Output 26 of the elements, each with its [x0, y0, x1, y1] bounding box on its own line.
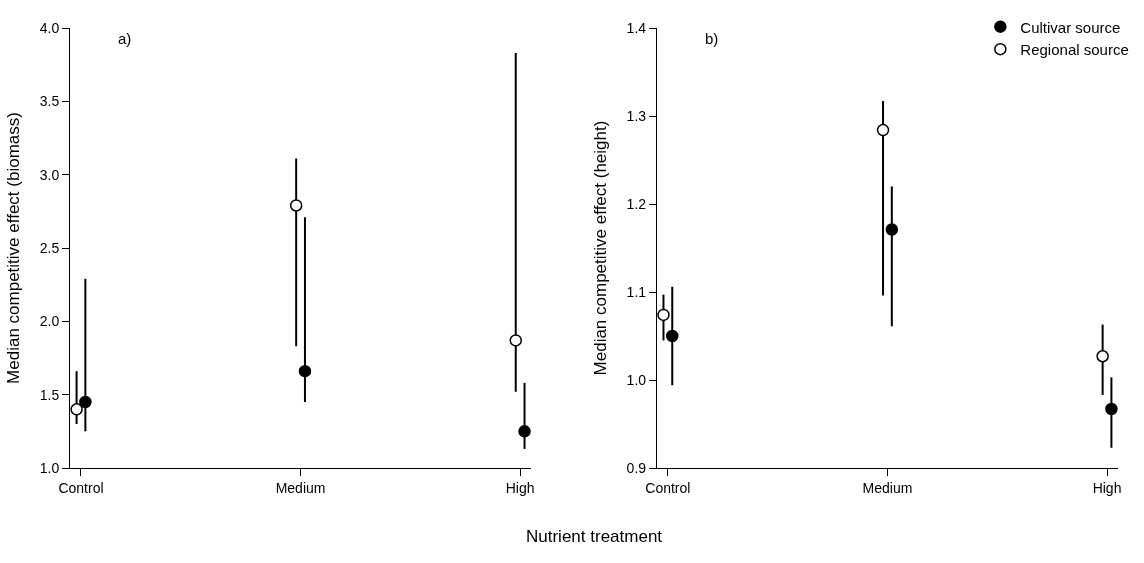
y-tick-label: 1.4 [626, 19, 647, 36]
y-axis-title: Median competitive effect (height) [591, 120, 611, 376]
x-tick-label: Control [58, 479, 104, 496]
annotation: a) [118, 30, 132, 47]
x-tick-label: Medium [862, 479, 913, 496]
y-tick-label: 4.0 [39, 19, 60, 36]
x-tick-label: Control [645, 479, 691, 496]
x-axis-title: Nutrient treatment [526, 527, 663, 546]
legend-label: Regional source [1020, 41, 1129, 58]
x-tick-label: High [1092, 479, 1122, 496]
y-tick-label: 3.5 [39, 93, 60, 110]
y-tick-label: 1.3 [626, 107, 647, 124]
y-tick-label: 1.2 [626, 195, 647, 212]
y-tick-label: 0.9 [626, 459, 647, 476]
y-tick-label: 3.0 [39, 166, 60, 183]
y-tick-label: 2.0 [39, 313, 60, 330]
y-tick-label: 1.1 [626, 283, 647, 300]
x-tick-label: Medium [275, 479, 326, 496]
y-axis-title: Median competitive effect (biomass) [4, 112, 24, 384]
y-tick-label: 1.0 [626, 371, 647, 388]
y-tick-label: 2.5 [39, 239, 60, 256]
y-tick-label: 1.5 [39, 386, 60, 403]
legend-label: Cultivar source [1020, 18, 1121, 36]
annotation: b) [705, 30, 719, 47]
x-tick-label: High [505, 479, 535, 496]
y-tick-label: 1.0 [39, 459, 60, 476]
